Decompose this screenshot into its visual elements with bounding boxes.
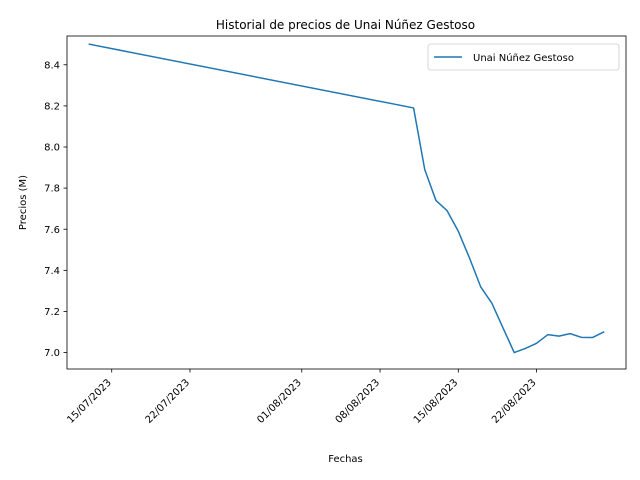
y-tick-label: 7.8 — [44, 184, 60, 195]
y-tick-label: 7.6 — [44, 225, 60, 236]
chart-title: Historial de precios de Unai Núñez Gesto… — [216, 18, 475, 32]
legend-box — [427, 43, 620, 71]
y-tick-label: 8.0 — [44, 143, 60, 154]
y-axis-label: Precios (M) — [18, 175, 29, 230]
y-tick-label: 8.4 — [44, 60, 60, 71]
series-layer — [88, 43, 605, 354]
legend-entry-label: Unai Núñez Gestoso — [473, 52, 574, 64]
y-tick-label: 7.2 — [44, 307, 60, 318]
series-line-0 — [88, 43, 605, 354]
y-tick-label: 7.0 — [44, 348, 60, 359]
x-axis-label: Fechas — [328, 454, 363, 465]
legend: Unai Núñez Gestoso — [427, 43, 620, 71]
y-tick-label: 8.2 — [44, 101, 60, 112]
y-tick-label: 7.4 — [44, 266, 60, 277]
plot-frame — [66, 35, 627, 370]
plot-area — [67, 36, 626, 369]
